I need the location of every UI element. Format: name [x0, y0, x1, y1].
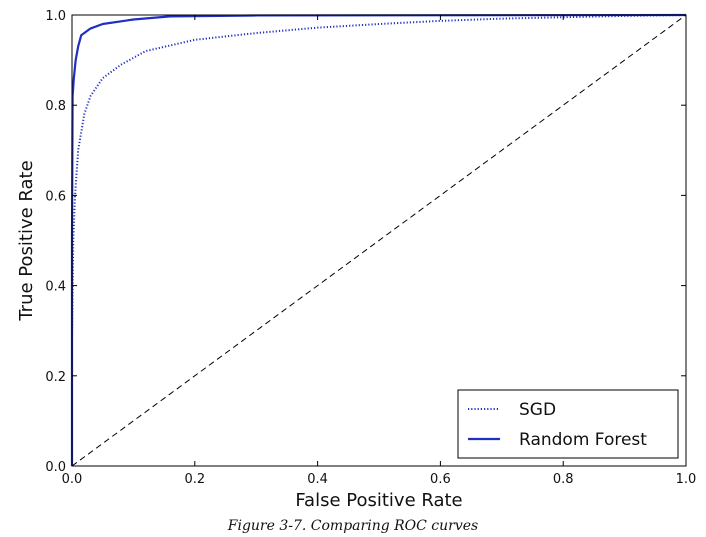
series-line-chance-diagonal [71, 14, 687, 467]
series-line-random-forest [70, 13, 687, 466]
y-tick-label: 1.0 [45, 9, 66, 24]
y-tick-label: 0.0 [45, 460, 66, 475]
x-tick-label: 0.6 [430, 472, 451, 487]
plot-frame [71, 14, 687, 467]
legend-label: Random Forest [519, 430, 647, 450]
x-axis-label: False Positive Rate [295, 490, 462, 511]
y-tick-label: 0.4 [45, 280, 66, 295]
y-tick-label: 0.6 [45, 189, 66, 204]
legend-label: SGD [519, 400, 556, 420]
legend: SGD Random Forest [457, 389, 679, 459]
curves-group [70, 13, 687, 467]
x-tick-label: 0.2 [184, 472, 205, 487]
y-tick-label: 0.8 [45, 99, 66, 114]
x-tick-label: 1.0 [676, 472, 697, 487]
y-tick-label: 0.2 [45, 370, 66, 385]
x-tick-label: 0.8 [553, 472, 574, 487]
x-tick-label: 0.4 [307, 472, 328, 487]
x-tick-label: 0.0 [62, 472, 83, 487]
figure-caption: Figure 3-7. Comparing ROC curves [227, 518, 479, 534]
y-axis-label: True Positive Rate [16, 160, 37, 321]
ticks-group: 0.0 0.2 0.4 0.6 0.8 1.0 0.0 0.2 0.4 0.6 0.8 1.0 [45, 9, 696, 487]
legend-box [457, 389, 679, 459]
